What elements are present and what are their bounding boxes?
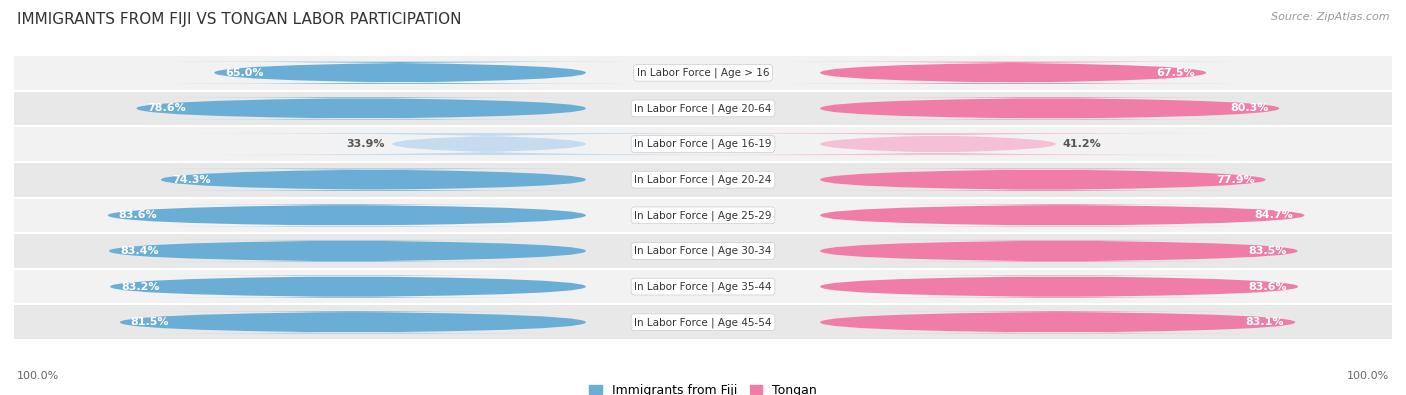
FancyBboxPatch shape: [108, 204, 586, 226]
FancyBboxPatch shape: [820, 311, 1295, 333]
Text: 80.3%: 80.3%: [1230, 103, 1268, 113]
Text: In Labor Force | Age 30-34: In Labor Force | Age 30-34: [634, 246, 772, 256]
FancyBboxPatch shape: [14, 198, 1392, 233]
FancyBboxPatch shape: [110, 276, 586, 298]
Text: In Labor Force | Age > 16: In Labor Force | Age > 16: [637, 68, 769, 78]
FancyBboxPatch shape: [820, 240, 1298, 262]
FancyBboxPatch shape: [14, 90, 1392, 126]
Text: 41.2%: 41.2%: [1063, 139, 1101, 149]
Text: 100.0%: 100.0%: [1347, 371, 1389, 381]
Text: 67.5%: 67.5%: [1157, 68, 1195, 78]
Text: 83.6%: 83.6%: [120, 210, 157, 220]
Text: 74.3%: 74.3%: [172, 175, 211, 185]
Text: 77.9%: 77.9%: [1216, 175, 1254, 185]
Text: In Labor Force | Age 16-19: In Labor Force | Age 16-19: [634, 139, 772, 149]
Text: IMMIGRANTS FROM FIJI VS TONGAN LABOR PARTICIPATION: IMMIGRANTS FROM FIJI VS TONGAN LABOR PAR…: [17, 12, 461, 27]
FancyBboxPatch shape: [14, 305, 1392, 340]
Text: 33.9%: 33.9%: [347, 139, 385, 149]
FancyBboxPatch shape: [159, 169, 588, 191]
FancyBboxPatch shape: [628, 133, 1247, 155]
Text: 83.2%: 83.2%: [121, 282, 160, 292]
Text: 84.7%: 84.7%: [1254, 210, 1294, 220]
Text: In Labor Force | Age 20-64: In Labor Force | Age 20-64: [634, 103, 772, 114]
Text: 83.5%: 83.5%: [1249, 246, 1286, 256]
FancyBboxPatch shape: [820, 169, 1265, 191]
FancyBboxPatch shape: [110, 240, 586, 262]
Text: Source: ZipAtlas.com: Source: ZipAtlas.com: [1271, 12, 1389, 22]
FancyBboxPatch shape: [779, 62, 1247, 84]
Text: 78.6%: 78.6%: [148, 103, 186, 113]
Text: In Labor Force | Age 45-54: In Labor Force | Age 45-54: [634, 317, 772, 327]
Legend: Immigrants from Fiji, Tongan: Immigrants from Fiji, Tongan: [583, 379, 823, 395]
FancyBboxPatch shape: [820, 97, 1279, 119]
Text: 81.5%: 81.5%: [131, 317, 169, 327]
Text: 100.0%: 100.0%: [17, 371, 59, 381]
FancyBboxPatch shape: [820, 204, 1305, 226]
FancyBboxPatch shape: [820, 276, 1298, 298]
FancyBboxPatch shape: [14, 55, 1392, 90]
Text: 83.6%: 83.6%: [1249, 282, 1286, 292]
Text: 83.4%: 83.4%: [120, 246, 159, 256]
Text: In Labor Force | Age 35-44: In Labor Force | Age 35-44: [634, 281, 772, 292]
FancyBboxPatch shape: [14, 162, 1392, 198]
Text: In Labor Force | Age 25-29: In Labor Force | Age 25-29: [634, 210, 772, 220]
FancyBboxPatch shape: [136, 97, 586, 119]
FancyBboxPatch shape: [14, 126, 1392, 162]
Text: 83.1%: 83.1%: [1246, 317, 1284, 327]
FancyBboxPatch shape: [14, 233, 1392, 269]
FancyBboxPatch shape: [14, 269, 1392, 305]
FancyBboxPatch shape: [159, 62, 641, 84]
FancyBboxPatch shape: [120, 311, 586, 333]
Text: In Labor Force | Age 20-24: In Labor Force | Age 20-24: [634, 175, 772, 185]
FancyBboxPatch shape: [159, 133, 820, 155]
Text: 65.0%: 65.0%: [225, 68, 264, 78]
